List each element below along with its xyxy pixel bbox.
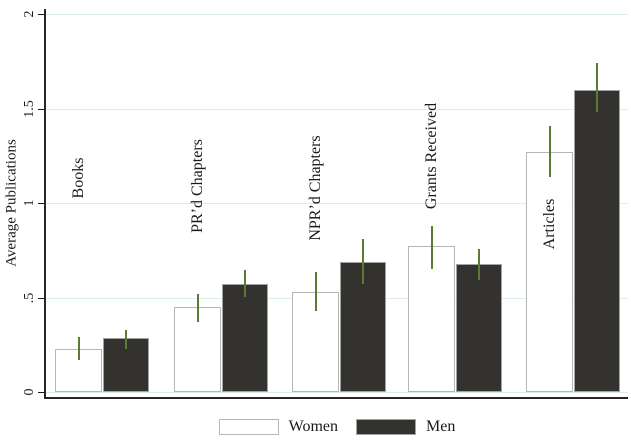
category-label: Grants Received bbox=[422, 102, 440, 209]
bar-men bbox=[456, 264, 502, 392]
bar-women bbox=[526, 151, 573, 392]
bar-men bbox=[222, 284, 268, 392]
x-axis-line bbox=[44, 397, 628, 399]
y-tick bbox=[38, 14, 45, 15]
legend-swatch-men bbox=[356, 419, 417, 435]
y-tick-label: 1.5 bbox=[22, 99, 37, 118]
legend-item-men: Men bbox=[356, 418, 455, 436]
legend-label-men: Men bbox=[426, 418, 456, 435]
y-tick bbox=[38, 297, 45, 299]
y-tick bbox=[38, 392, 45, 393]
y-gridline bbox=[46, 14, 628, 15]
category-label: PR’d Chapters bbox=[188, 139, 206, 233]
error-bar-men bbox=[244, 270, 246, 298]
y-tick-label: 1 bbox=[22, 199, 37, 207]
bar-women bbox=[408, 246, 455, 392]
legend-swatch-women bbox=[218, 419, 279, 435]
category-label: Books bbox=[69, 157, 87, 199]
category-label: Articles bbox=[540, 198, 558, 250]
y-tick bbox=[38, 108, 45, 110]
error-bar-women bbox=[77, 337, 80, 360]
error-bar-men bbox=[362, 238, 364, 285]
error-bar-men bbox=[478, 249, 480, 281]
y-gridline bbox=[46, 392, 628, 393]
y-tick bbox=[38, 203, 45, 204]
y-gridline bbox=[46, 203, 628, 204]
bar-men bbox=[574, 89, 620, 392]
error-bar-men bbox=[596, 63, 598, 113]
error-bar-women bbox=[548, 125, 551, 177]
error-bar-men bbox=[125, 329, 127, 349]
error-bar-women bbox=[196, 293, 199, 323]
y-tick-label: .5 bbox=[22, 292, 37, 303]
y-gridline bbox=[46, 108, 628, 110]
error-bar-women bbox=[314, 271, 317, 311]
legend-label-women: Women bbox=[288, 418, 339, 435]
y-tick-label: 0 bbox=[22, 388, 37, 396]
error-bar-women bbox=[430, 225, 433, 270]
legend: Women Men bbox=[46, 417, 628, 437]
category-label: NPR’d Chapters bbox=[306, 135, 324, 241]
y-tick-label: 2 bbox=[22, 10, 37, 18]
legend-item-women: Women bbox=[218, 418, 339, 436]
y-axis-line bbox=[44, 9, 46, 399]
